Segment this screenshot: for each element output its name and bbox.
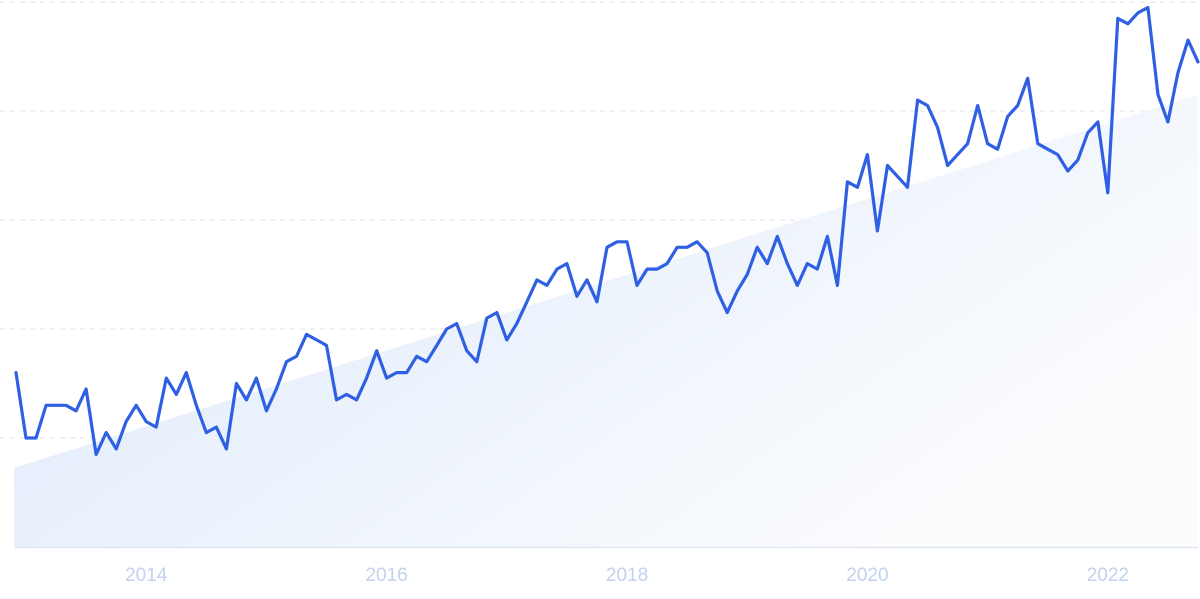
series-layer — [14, 5, 1200, 456]
x-tick-label: 2018 — [606, 565, 648, 586]
series-line — [14, 5, 1200, 456]
x-tick-label: 2020 — [846, 565, 888, 586]
x-tick-labels: 2014 2016 2018 2020 2022 — [125, 565, 1129, 586]
x-tick-label: 2014 — [125, 565, 168, 586]
x-tick-label: 2022 — [1087, 565, 1129, 586]
trend-area — [14, 94, 1198, 548]
x-tick-label: 2016 — [365, 565, 407, 586]
trend-area-shape — [14, 94, 1198, 548]
